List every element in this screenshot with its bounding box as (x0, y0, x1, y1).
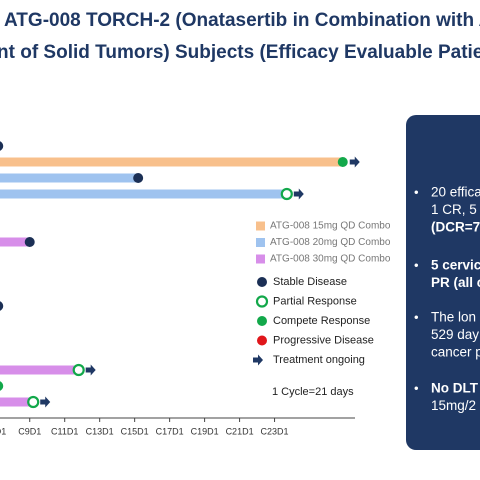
ongoing-arrow (253, 354, 263, 366)
panel-text: cancer p (431, 345, 480, 360)
swimmer-bar (0, 397, 34, 407)
bullet-dot: • (414, 309, 419, 324)
swimmer-bar (0, 365, 79, 375)
response-marker (0, 301, 4, 311)
title-line: nt of Solid Tumors) Subjects (Efficacy E… (0, 42, 480, 63)
ongoing-arrow (349, 156, 360, 168)
panel-text: The lon (431, 310, 476, 325)
legend-swatch (256, 254, 265, 264)
bullet-dot: • (414, 380, 419, 395)
x-tick-label: C21D1 (226, 426, 254, 436)
response-marker (72, 363, 85, 377)
response-marker (133, 173, 144, 183)
x-tick-label: C9D1 (18, 426, 41, 436)
x-tick-label: C13D1 (86, 426, 114, 436)
ongoing-arrow (40, 396, 51, 408)
legend-swatch (256, 238, 265, 247)
legend-label: Treatment ongoing (273, 354, 365, 366)
swimmer-bar (0, 157, 343, 167)
panel-text: (DCR=7 (431, 220, 480, 235)
response-marker (337, 157, 348, 167)
response-marker (27, 395, 40, 409)
panel-text: PR (all c (431, 275, 480, 290)
panel-text: 5 cervic (431, 258, 480, 273)
response-marker (0, 381, 4, 391)
title-line: ATG-008 TORCH-2 (Onatasertib in Combinat… (4, 10, 480, 31)
summary-panel (406, 115, 480, 450)
legend-label: ATG-008 15mg QD Combo (270, 221, 391, 232)
x-tick-label: C17D1 (156, 426, 184, 436)
response-marker (257, 316, 267, 326)
x-tick-label: C23D1 (261, 426, 289, 436)
legend-label: Partial Response (273, 295, 357, 307)
x-tick-label: C19D1 (191, 426, 219, 436)
swimmer-bar (0, 189, 287, 199)
response-marker (257, 277, 267, 287)
legend-swatch (256, 221, 265, 231)
legend-label: ATG-008 30mg QD Combo (270, 254, 391, 265)
response-marker (280, 187, 293, 201)
legend-label: Compete Response (273, 315, 370, 327)
legend-label: Stable Disease (273, 276, 347, 288)
response-marker (0, 141, 4, 151)
legend-label: Progressive Disease (273, 334, 374, 346)
response-marker (255, 295, 269, 308)
panel-text: 1 CR, 5 (431, 202, 477, 217)
ongoing-arrow (293, 188, 304, 200)
bullet-dot: • (414, 257, 419, 272)
panel-text: 15mg/2 (431, 398, 476, 413)
panel-text: 20 effica (431, 185, 480, 200)
ongoing-arrow (85, 364, 96, 376)
panel-text: No DLT (431, 381, 479, 396)
x-tick-label: C11D1 (51, 426, 78, 436)
swimmer-bar (0, 237, 30, 247)
x-tick-label: C15D1 (121, 426, 149, 436)
swimmer-bar (0, 173, 139, 183)
response-marker (24, 237, 35, 247)
panel-text: 529 day (431, 327, 479, 342)
bullet-dot: • (414, 184, 419, 199)
cycle-note: 1 Cycle=21 days (272, 386, 354, 398)
legend-label: ATG-008 20mg QD Combo (270, 237, 391, 248)
x-tick-label: C7D1 (0, 426, 6, 436)
response-marker (257, 335, 267, 346)
